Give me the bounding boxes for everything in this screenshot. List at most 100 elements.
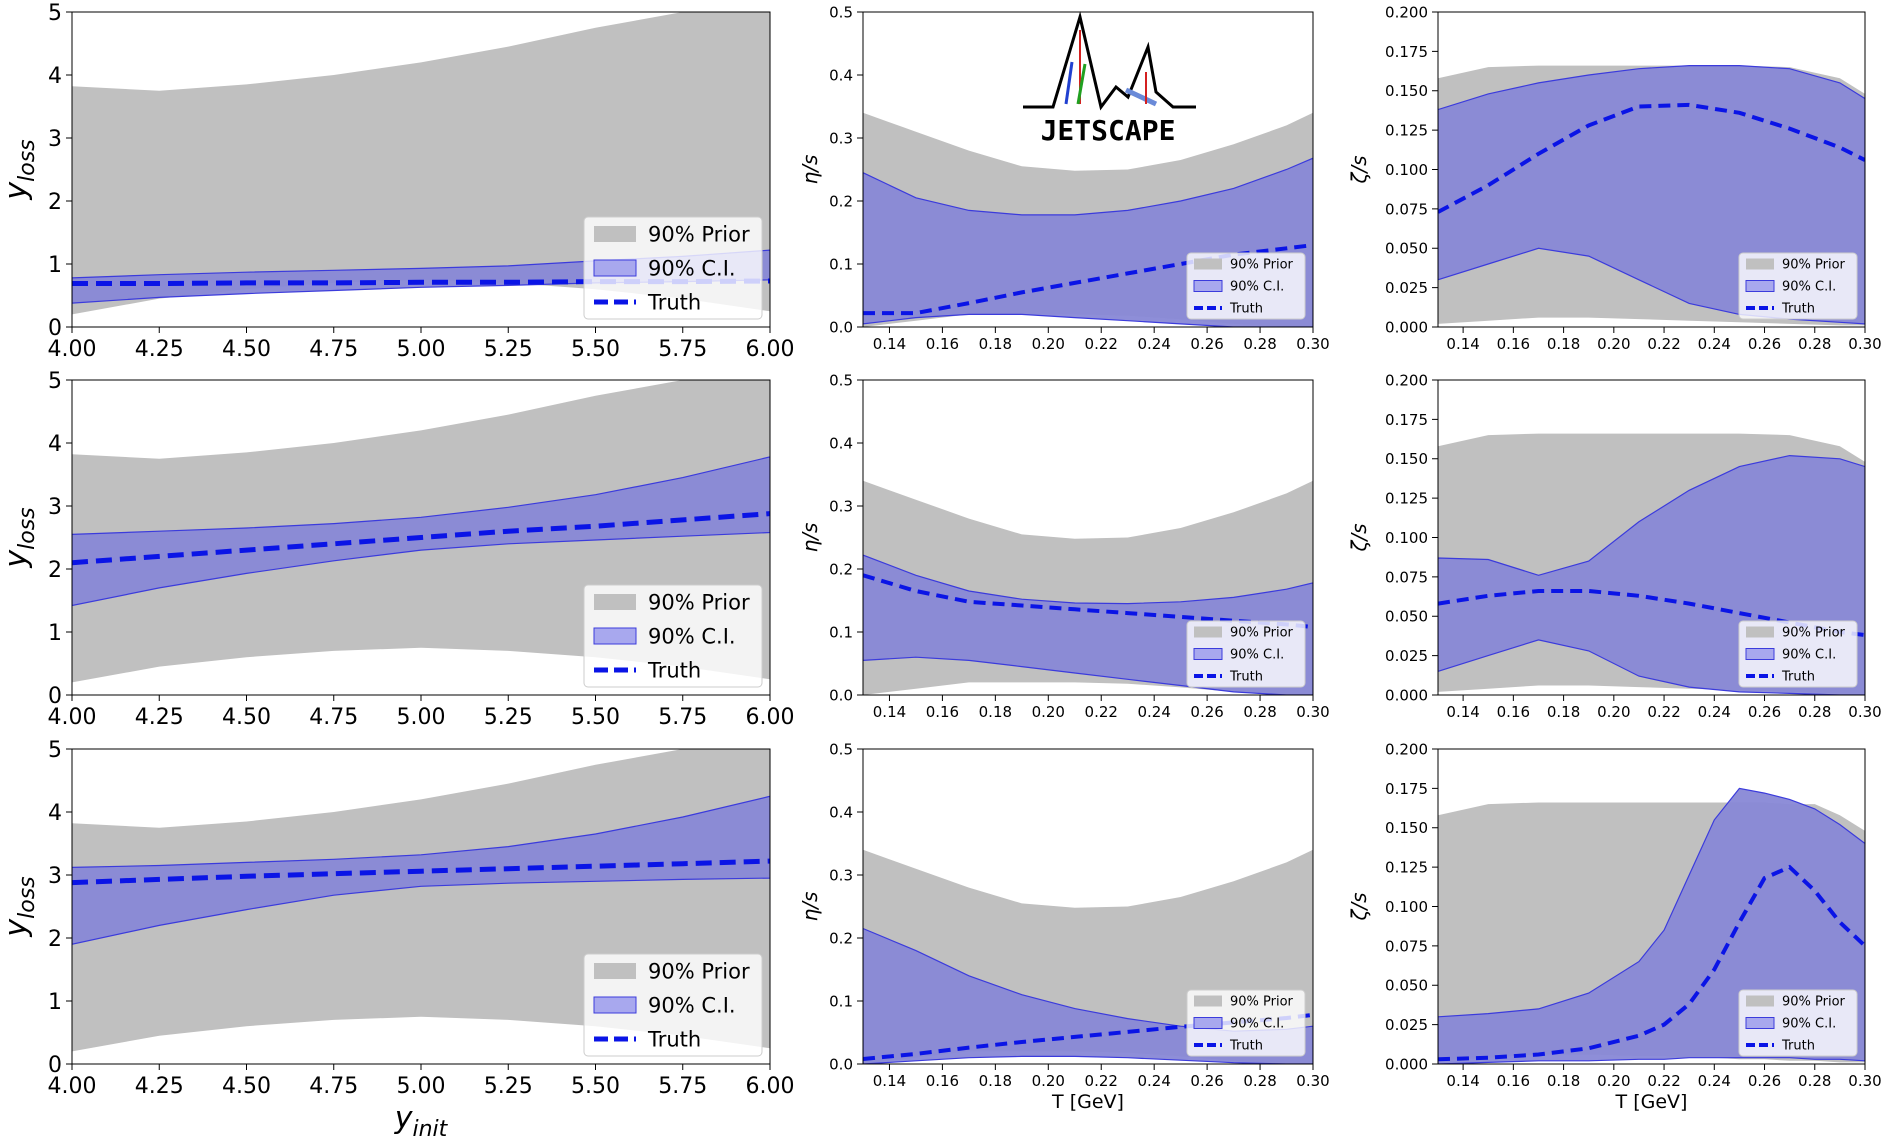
y-tick-label: 0.175 bbox=[1385, 780, 1428, 798]
x-tick-label: 0.30 bbox=[1848, 335, 1881, 353]
x-tick-label: 0.30 bbox=[1296, 1072, 1329, 1090]
y-tick-label: 0.3 bbox=[829, 866, 853, 884]
x-tick-label: 0.26 bbox=[1190, 703, 1223, 721]
x-tick-label: 0.16 bbox=[926, 1072, 959, 1090]
x-tick-label: 4.75 bbox=[309, 337, 358, 362]
x-tick-label: 0.26 bbox=[1748, 335, 1781, 353]
legend-truth-label: Truth bbox=[647, 659, 701, 683]
legend-truth-label: Truth bbox=[1229, 670, 1263, 685]
y-tick-label: 0.2 bbox=[829, 560, 853, 578]
y-tick-label: 0.4 bbox=[829, 66, 853, 84]
x-tick-label: 5.50 bbox=[571, 1074, 620, 1099]
y-tick-label: 0.075 bbox=[1385, 200, 1428, 218]
y-tick-label: 0.000 bbox=[1385, 318, 1428, 336]
y-tick-label: 5 bbox=[48, 369, 62, 394]
x-tick-label: 0.24 bbox=[1137, 335, 1170, 353]
y-tick-label: 0.000 bbox=[1385, 1055, 1428, 1073]
x-tick-label: 5.50 bbox=[571, 705, 620, 730]
y-tick-label: 0.125 bbox=[1385, 122, 1428, 140]
y-tick-label: 0.3 bbox=[829, 497, 853, 515]
y-tick-label: 0.1 bbox=[829, 992, 853, 1010]
legend-ci-swatch bbox=[1745, 280, 1775, 292]
y-tick-label: 0.000 bbox=[1385, 686, 1428, 704]
legend-prior-label: 90% Prior bbox=[1230, 626, 1294, 641]
y-tick-label: 0.0 bbox=[829, 686, 853, 704]
y-tick-label: 4 bbox=[48, 64, 62, 89]
x-tick-label: 0.24 bbox=[1698, 703, 1731, 721]
logo-blue-line bbox=[1064, 61, 1074, 105]
truth-line bbox=[863, 1012, 1313, 1061]
x-tick-label: 0.28 bbox=[1243, 1072, 1276, 1090]
x-tick-label: 0.14 bbox=[1446, 1072, 1479, 1090]
x-tick-label: 4.50 bbox=[222, 705, 271, 730]
y-tick-label: 0.150 bbox=[1385, 82, 1428, 100]
y-tick-label: 0.050 bbox=[1385, 240, 1428, 258]
x-tick-label: 0.24 bbox=[1698, 1072, 1731, 1090]
y-tick-label: 0.100 bbox=[1385, 161, 1428, 179]
panel-r3c1: 4.00 4.25 4.50 4.75 5.00 5.25 5.50 5.75 6.00 0 1 2 3… bbox=[0, 738, 794, 1136]
y-tick-label: 3 bbox=[48, 864, 62, 889]
y-tick-label: 0.150 bbox=[1385, 450, 1428, 468]
truth-line bbox=[863, 243, 1313, 316]
legend: 90% Prior 90% C.I. Truth bbox=[1738, 252, 1858, 320]
x-tick-label: 0.22 bbox=[1085, 335, 1118, 353]
legend-prior-label: 90% Prior bbox=[1230, 995, 1294, 1010]
x-tick-label: 0.30 bbox=[1848, 703, 1881, 721]
x-tick-label: 0.28 bbox=[1798, 703, 1831, 721]
x-tick-label: 0.14 bbox=[873, 335, 906, 353]
x-tick-label: 5.00 bbox=[397, 1074, 446, 1099]
y-tick-label: 0.075 bbox=[1385, 568, 1428, 586]
x-tick-label: 4.25 bbox=[135, 337, 184, 362]
y-tick-label: 0.0 bbox=[829, 318, 853, 336]
y-tick-label: 0.0 bbox=[829, 1055, 853, 1073]
y-tick-label: 0.5 bbox=[829, 371, 853, 389]
x-tick-label: 4.75 bbox=[309, 705, 358, 730]
x-tick-label: 4.00 bbox=[48, 1074, 97, 1099]
legend-box bbox=[583, 216, 763, 320]
x-tick-label: 5.75 bbox=[658, 705, 707, 730]
y-tick-label: 0 bbox=[48, 684, 62, 709]
y-tick-label: 1 bbox=[48, 621, 62, 646]
ci-band bbox=[72, 456, 770, 607]
y-tick-label: 0.125 bbox=[1385, 859, 1428, 877]
x-tick-label: 0.14 bbox=[1446, 703, 1479, 721]
y-tick-label: 0.025 bbox=[1385, 647, 1428, 665]
x-tick-label: 5.25 bbox=[484, 705, 533, 730]
panel-r1c3: 0.14 0.16 0.18 0.20 0.22 0.24 0.26 0.28 0.30 0.00… bbox=[1347, 3, 1882, 353]
y-tick-label: 3 bbox=[48, 127, 62, 152]
legend-box bbox=[583, 953, 763, 1057]
legend-box bbox=[583, 584, 763, 688]
legend-prior-swatch bbox=[1746, 258, 1774, 270]
legend-ci-label: 90% C.I. bbox=[1230, 648, 1284, 663]
x-tick-label: 0.18 bbox=[979, 703, 1012, 721]
panel-r2c1: 4.00 4.25 4.50 4.75 5.00 5.25 5.50 5.75 6.00 0 1 2 3… bbox=[0, 369, 794, 730]
y-tick-label: 0.150 bbox=[1385, 819, 1428, 837]
y-tick-label: 0.200 bbox=[1385, 3, 1428, 21]
panel-r2c3: 0.14 0.16 0.18 0.20 0.22 0.24 0.26 0.28 0.30 0.00… bbox=[1347, 371, 1882, 721]
legend-truth-label: Truth bbox=[1229, 302, 1263, 317]
legend-ci-swatch bbox=[1193, 1017, 1223, 1029]
y-tick-label: 0.3 bbox=[829, 129, 853, 147]
axis-label: T [GeV] bbox=[1615, 1091, 1688, 1113]
panel-r1c2: JETSCAPE 0.14 0.16 0.18 0.20 0.22 0.24 0.26 0.28… bbox=[798, 3, 1330, 353]
x-tick-label: 0.20 bbox=[1597, 1072, 1630, 1090]
y-tick-label: 0.2 bbox=[829, 929, 853, 947]
legend-ci-swatch bbox=[1193, 280, 1223, 292]
y-tick-label: 0.050 bbox=[1385, 977, 1428, 995]
legend-prior-label: 90% Prior bbox=[1782, 258, 1846, 273]
legend-prior-swatch bbox=[594, 226, 636, 242]
y-tick-label: 0.125 bbox=[1385, 490, 1428, 508]
x-tick-label: 0.22 bbox=[1647, 335, 1680, 353]
legend-ci-swatch bbox=[1193, 648, 1223, 660]
axis-label: η/s bbox=[798, 523, 822, 553]
legend-ci-label: 90% C.I. bbox=[648, 257, 736, 281]
y-tick-label: 0.5 bbox=[829, 740, 853, 758]
legend-ci-label: 90% C.I. bbox=[1782, 648, 1836, 663]
legend-prior-swatch bbox=[1746, 626, 1774, 638]
x-tick-label: 0.14 bbox=[873, 1072, 906, 1090]
legend-truth-label: Truth bbox=[1781, 1039, 1815, 1054]
y-tick-label: 4 bbox=[48, 801, 62, 826]
x-tick-label: 0.30 bbox=[1848, 1072, 1881, 1090]
legend-ci-swatch bbox=[1745, 648, 1775, 660]
legend-truth-label: Truth bbox=[1229, 1039, 1263, 1054]
